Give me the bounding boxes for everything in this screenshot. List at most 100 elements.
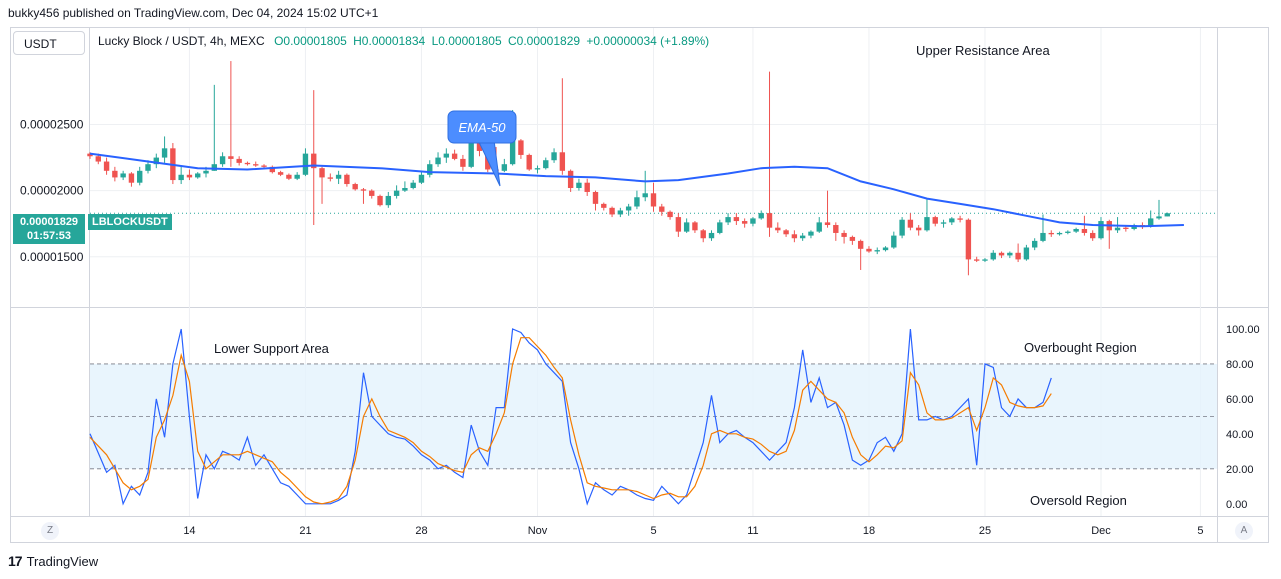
- candle: [816, 217, 822, 233]
- candle: [866, 246, 872, 253]
- currency-selector[interactable]: USDT: [13, 31, 85, 55]
- candle-body: [352, 184, 358, 190]
- candle-body: [1073, 228, 1079, 232]
- candle: [228, 61, 234, 167]
- candle: [667, 210, 673, 220]
- candle-body: [161, 148, 168, 158]
- candle: [915, 225, 922, 236]
- candle-body: [1048, 232, 1054, 235]
- candle: [584, 178, 590, 196]
- candle: [402, 181, 408, 192]
- candle-body: [1098, 221, 1104, 239]
- candle-body: [87, 153, 93, 157]
- candle-body: [758, 213, 764, 219]
- candle: [791, 230, 798, 243]
- last-price-badge: 0.00001829 01:57:53: [13, 214, 85, 244]
- candle: [269, 165, 276, 174]
- candle-body: [393, 190, 400, 196]
- candle-body: [335, 174, 342, 179]
- candle-body: [418, 174, 425, 183]
- candle-body: [576, 182, 582, 188]
- candle-body: [534, 168, 541, 170]
- candle: [1123, 226, 1129, 232]
- candle: [659, 203, 665, 216]
- candle: [683, 218, 690, 233]
- auto-scale-button[interactable]: A: [1235, 522, 1253, 540]
- stoch-tick-label: 40.00: [1226, 429, 1254, 441]
- candle: [601, 202, 607, 211]
- candle-body: [725, 217, 731, 223]
- candle: [103, 157, 110, 175]
- candle: [965, 218, 972, 276]
- candle: [219, 152, 226, 167]
- candle: [982, 258, 988, 263]
- candle: [112, 166, 118, 182]
- overbought-label: Overbought Region: [1024, 340, 1137, 355]
- candle-body: [990, 252, 996, 260]
- candle-body: [410, 182, 416, 188]
- candle-body: [667, 211, 673, 218]
- candle: [766, 71, 773, 237]
- candle-body: [277, 172, 284, 175]
- candle-body: [965, 219, 972, 260]
- candle-body: [882, 247, 889, 251]
- candle-body: [145, 164, 151, 171]
- legend-close: C0.00001829: [507, 34, 581, 48]
- candle-body: [236, 158, 242, 163]
- candle: [1073, 227, 1079, 233]
- ema-callout-pointer: [477, 139, 501, 187]
- candle: [1065, 230, 1071, 235]
- candle-body: [1031, 240, 1038, 248]
- candle: [700, 228, 706, 243]
- candle: [410, 180, 416, 190]
- candle-body: [625, 206, 632, 211]
- price-tick-label: 0.00001500: [20, 250, 84, 264]
- candle: [211, 84, 217, 171]
- candle-body: [302, 153, 309, 175]
- stoch-d-line: [89, 337, 1052, 505]
- candle-body: [360, 189, 367, 191]
- legend-low: L0.00001805: [431, 34, 502, 48]
- candle: [741, 218, 748, 228]
- candle-body: [369, 190, 375, 196]
- candle: [302, 148, 309, 177]
- candle-countdown: 01:57:53: [26, 230, 72, 242]
- candle: [775, 222, 781, 233]
- candle: [750, 217, 756, 227]
- candle-body: [1065, 231, 1071, 233]
- candle-body: [816, 222, 822, 232]
- candle-body: [998, 252, 1005, 256]
- candle: [882, 246, 889, 252]
- candle-body: [269, 166, 276, 173]
- candle-body: [203, 170, 209, 174]
- candle-body: [808, 231, 814, 236]
- candle: [725, 213, 731, 226]
- candle-body: [766, 213, 773, 228]
- candle: [534, 165, 541, 174]
- candle-body: [609, 207, 615, 215]
- candle-body: [683, 222, 690, 232]
- candle-body: [344, 174, 350, 185]
- candle-body: [915, 227, 922, 231]
- x-tick-label: 21: [299, 525, 311, 537]
- legend-symbol[interactable]: Lucky Block / USDT, 4h, MEXC: [98, 34, 265, 48]
- x-tick-label: Nov: [528, 525, 548, 537]
- x-tick-label: 18: [863, 525, 875, 537]
- candle-body: [617, 210, 624, 215]
- candle-body: [443, 153, 450, 158]
- candle-body: [567, 170, 574, 188]
- candle: [195, 172, 201, 179]
- zoom-toggle-button[interactable]: Z: [41, 522, 59, 540]
- stoch-k-line: [89, 328, 1052, 506]
- candle-body: [186, 174, 193, 178]
- candle-body: [634, 197, 640, 207]
- candle: [120, 170, 126, 181]
- tradingview-footer[interactable]: 17 TradingView: [8, 553, 98, 569]
- candle-body: [833, 225, 839, 233]
- candle: [153, 153, 159, 169]
- candle: [435, 152, 441, 167]
- chart-border: [10, 27, 1269, 543]
- candle-body: [195, 173, 201, 178]
- candle: [924, 198, 930, 232]
